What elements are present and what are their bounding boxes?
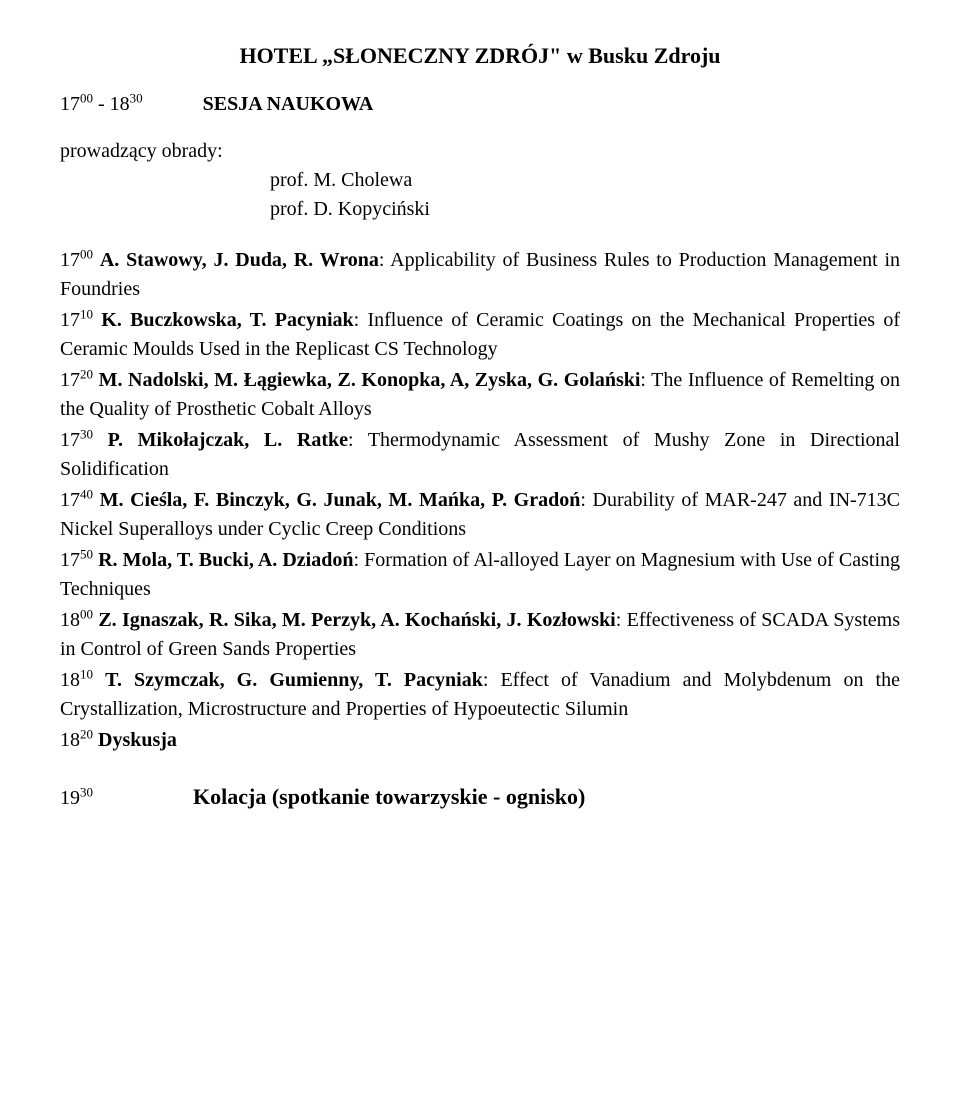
entry-time: 1750 bbox=[60, 549, 98, 571]
session-time-lo-sup: 00 bbox=[80, 90, 93, 105]
closing-time: 1930 bbox=[60, 784, 93, 813]
schedule-entry: 1750 R. Mola, T. Bucki, A. Dziadoń: Form… bbox=[60, 546, 900, 604]
entry-authors: A. Stawowy, J. Duda, R. Wrona bbox=[100, 249, 379, 271]
chairs-heading: prowadzący obrady: bbox=[60, 137, 900, 166]
closing-text: Kolacja (spotkanie towarzyskie - ognisko… bbox=[193, 781, 585, 813]
page-title: HOTEL „SŁONECZNY ZDRÓJ" w Busku Zdroju bbox=[60, 40, 900, 72]
entry-time: 1800 bbox=[60, 609, 98, 631]
entry-time: 1720 bbox=[60, 369, 99, 391]
schedule-entry: 1700 A. Stawowy, J. Duda, R. Wrona: Appl… bbox=[60, 246, 900, 304]
schedule-entry: 1810 T. Szymczak, G. Gumienny, T. Pacyni… bbox=[60, 666, 900, 724]
schedule-entry: 1800 Z. Ignaszak, R. Sika, M. Perzyk, A.… bbox=[60, 606, 900, 664]
session-time-lo: 17 bbox=[60, 93, 80, 115]
schedule-list: 1700 A. Stawowy, J. Duda, R. Wrona: Appl… bbox=[60, 246, 900, 755]
session-time-sep: - 18 bbox=[98, 93, 130, 115]
closing-min: 30 bbox=[80, 784, 93, 799]
entry-time: 1820 bbox=[60, 729, 98, 751]
entry-time: 1710 bbox=[60, 309, 101, 331]
session-time-hi-sup: 30 bbox=[130, 90, 143, 105]
session-label: SESJA NAUKOWA bbox=[203, 90, 374, 119]
entry-authors: K. Buczkowska, T. Pacyniak bbox=[101, 309, 353, 331]
schedule-entry: 1710 K. Buczkowska, T. Pacyniak: Influen… bbox=[60, 306, 900, 364]
entry-authors: Z. Ignaszak, R. Sika, M. Perzyk, A. Koch… bbox=[98, 609, 615, 631]
entry-authors: Dyskusja bbox=[98, 729, 177, 751]
closing-row: 1930 Kolacja (spotkanie towarzyskie - og… bbox=[60, 781, 900, 813]
schedule-entry: 1820 Dyskusja bbox=[60, 726, 900, 755]
entry-time: 1730 bbox=[60, 429, 108, 451]
session-time-range: 1700 - 1830 bbox=[60, 90, 143, 119]
entry-time: 1810 bbox=[60, 669, 105, 691]
chairs-list: prof. M. Cholewa prof. D. Kopyciński bbox=[270, 166, 900, 224]
entry-time: 1740 bbox=[60, 489, 100, 511]
closing-hour: 19 bbox=[60, 787, 80, 809]
entry-authors: M. Nadolski, M. Łągiewka, Z. Konopka, A,… bbox=[99, 369, 641, 391]
schedule-entry: 1730 P. Mikołajczak, L. Ratke: Thermodyn… bbox=[60, 426, 900, 484]
entry-authors: R. Mola, T. Bucki, A. Dziadoń bbox=[98, 549, 353, 571]
schedule-entry: 1740 M. Cieśla, F. Binczyk, G. Junak, M.… bbox=[60, 486, 900, 544]
entry-authors: M. Cieśla, F. Binczyk, G. Junak, M. Mańk… bbox=[100, 489, 581, 511]
schedule-entry: 1720 M. Nadolski, M. Łągiewka, Z. Konopk… bbox=[60, 366, 900, 424]
chair-1: prof. M. Cholewa bbox=[270, 166, 900, 195]
entry-authors: P. Mikołajczak, L. Ratke bbox=[108, 429, 348, 451]
session-header: 1700 - 1830 SESJA NAUKOWA bbox=[60, 90, 900, 119]
entry-authors: T. Szymczak, G. Gumienny, T. Pacyniak bbox=[105, 669, 483, 691]
chair-2: prof. D. Kopyciński bbox=[270, 195, 900, 224]
entry-time: 1700 bbox=[60, 249, 100, 271]
